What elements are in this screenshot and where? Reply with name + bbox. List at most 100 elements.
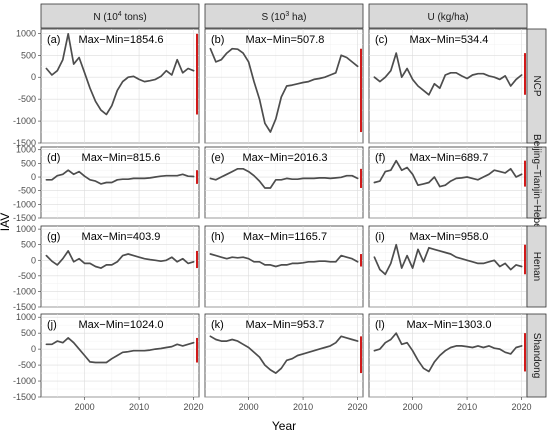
panel-tag-label: (h) [211, 231, 224, 243]
row-strip-label: NCP [531, 75, 542, 96]
series-line [209, 335, 359, 374]
y-tick-label: -500 [18, 94, 36, 104]
panel-range-label: Max−Min=1165.7 [243, 231, 327, 243]
x-axis-title: Year [272, 419, 296, 433]
panel-tag-label: (c) [375, 34, 388, 46]
series-line [373, 52, 523, 96]
panel-range-label: Max−Min=953.7 [246, 319, 325, 331]
panel: (d) Max−Min=815.6 [45, 152, 198, 185]
panel-tag-label: (d) [47, 152, 60, 164]
y-axis-title: IAV [0, 213, 12, 231]
panel-background [204, 146, 364, 219]
y-tick-label: -500 [18, 271, 36, 281]
series-line [373, 332, 523, 373]
y-tick-label: 1000 [16, 224, 36, 234]
panel-tag-label: (b) [211, 34, 224, 46]
column-strip [368, 3, 528, 29]
series-line [209, 47, 359, 133]
panel-background [204, 225, 364, 308]
panel-background [204, 313, 364, 398]
series-line [45, 250, 195, 269]
panel: (k) Max−Min=953.7 [209, 319, 362, 374]
row-strip-label: Shandong [531, 333, 542, 379]
y-tick-label: 0 [31, 255, 36, 265]
panel: (c) Max−Min=534.4 [373, 34, 526, 96]
panel: (l) Max−Min=1303.0 [373, 319, 526, 373]
row-strip-label: Beijing−Tianjin−Hebei [531, 134, 542, 231]
panel-range-label: Max−Min=1024.0 [79, 319, 164, 331]
x-tick-label: 2000 [239, 402, 259, 412]
y-tick-label: 500 [21, 158, 36, 168]
axes-layer: 10005000-500-1000-150010005000-500-1000-… [13, 28, 532, 412]
x-tick-label: 2020 [184, 402, 204, 412]
row-strip [526, 28, 547, 144]
panel-tag-label: (i) [375, 231, 385, 243]
panel: (e) Max−Min=2016.3 [209, 152, 362, 189]
y-tick-label: -1500 [13, 138, 36, 148]
y-tick-label: 0 [31, 344, 36, 354]
y-tick-label: -1000 [13, 116, 36, 126]
y-tick-label: -1000 [13, 199, 36, 209]
series-line [209, 167, 359, 189]
column-strip [40, 3, 200, 29]
panel-background [204, 28, 364, 144]
panel-background [368, 28, 528, 144]
panel: (b) Max−Min=507.8 [209, 34, 362, 133]
x-tick-label: 2020 [348, 402, 368, 412]
panel-range-label: Max−Min=958.0 [410, 231, 489, 243]
panel: (a) Max−Min=1854.6 [45, 32, 198, 116]
panel-tag-label: (g) [47, 231, 60, 243]
panel-range-label: Max−Min=689.7 [410, 152, 489, 164]
column-strip-label: N (104 tons) [93, 11, 146, 23]
column-strip-label: U (kg/ha) [427, 12, 468, 23]
panel-tag-label: (j) [47, 319, 57, 331]
panel-range-label: Max−Min=507.8 [246, 34, 325, 46]
panel-range-label: Max−Min=2016.3 [243, 152, 328, 164]
panel-range-label: Max−Min=534.4 [410, 34, 489, 46]
panel-tag-label: (k) [211, 319, 224, 331]
x-tick-label: 2000 [403, 402, 423, 412]
x-tick-label: 2000 [75, 402, 95, 412]
series-line [45, 337, 195, 364]
y-tick-label: 500 [21, 240, 36, 250]
panel-tag-label: (l) [375, 319, 385, 331]
panel: (h) Max−Min=1165.7 [209, 231, 362, 268]
panel-range-label: Max−Min=1854.6 [79, 34, 164, 46]
x-tick-label: 2010 [293, 402, 313, 412]
panel-range-label: Max−Min=403.9 [82, 231, 161, 243]
y-tick-label: 1000 [16, 312, 36, 322]
panel: (g) Max−Min=403.9 [45, 231, 198, 269]
y-tick-label: 500 [21, 328, 36, 338]
series-line [45, 169, 195, 185]
column-strip [204, 3, 364, 29]
row-strip [526, 146, 547, 219]
x-tick-label: 2020 [512, 402, 532, 412]
panel-tag-label: (a) [47, 34, 60, 46]
x-tick-label: 2010 [457, 402, 477, 412]
row-strip-label: Henan [531, 252, 542, 281]
y-tick-label: 0 [31, 72, 36, 82]
panel-background [368, 313, 528, 398]
y-tick-label: 0 [31, 172, 36, 182]
series-line [373, 243, 523, 276]
panel-range-label: Max−Min=1303.0 [407, 319, 492, 331]
y-tick-label: -1500 [13, 392, 36, 402]
panel-range-label: Max−Min=815.6 [82, 152, 161, 164]
row-strip [526, 313, 547, 398]
panel: (j) Max−Min=1024.0 [45, 319, 198, 364]
column-strip-label: S (103 ha) [261, 11, 306, 23]
y-tick-label: -1500 [13, 213, 36, 223]
panel-tag-label: (f) [375, 152, 385, 164]
series-line [45, 32, 195, 116]
row-strip [526, 225, 547, 308]
y-tick-label: -500 [18, 186, 36, 196]
strips-layer: N (104 tons) S (103 ha) U (kg/ha) NCP Beijin… [40, 3, 547, 398]
panel: (f) Max−Min=689.7 [373, 152, 526, 188]
series-line [209, 253, 359, 268]
y-tick-label: -500 [18, 360, 36, 370]
x-tick-label: 2010 [129, 402, 149, 412]
grid-layer [40, 28, 528, 398]
panel-background [40, 146, 200, 219]
y-tick-label: -1500 [13, 302, 36, 312]
